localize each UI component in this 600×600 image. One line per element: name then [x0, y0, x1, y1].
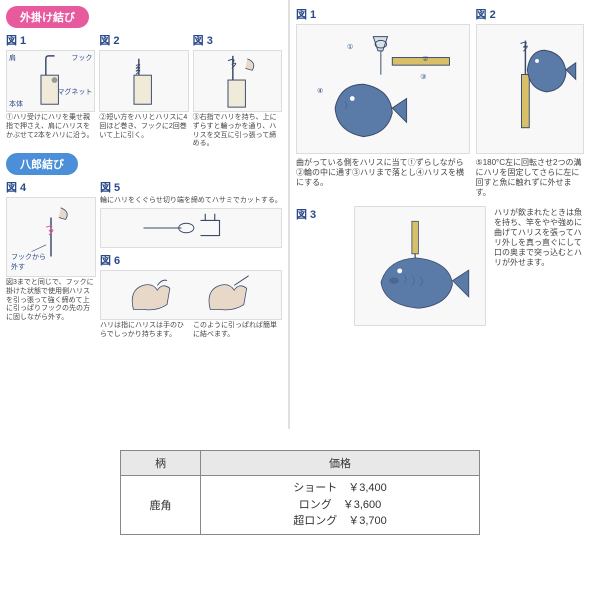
row-prices: ショート ￥3,400 ロング ￥3,600 超ロング ￥3,700 [201, 476, 480, 535]
price-table: 柄 価格 鹿角 ショート ￥3,400 ロング ￥3,600 超ロング ￥3,7… [120, 450, 480, 535]
rfig2-label: 図 2 [476, 6, 584, 22]
fig3-illustration [193, 50, 282, 112]
fig5-topcap: 輪にハリをくぐらせ切り端を締めてハサミでカットする。 [100, 197, 282, 206]
fig1-caption: ①ハリ受けにハリを乗せ親指で押さえ、肩にハリスをかぶせて2本をハリに沿う。 [6, 114, 95, 140]
rfig2-caption: ⑤180°C左に回転させ2つの溝にハリを固定してさらに左に回すと魚に触れずに外せ… [476, 158, 584, 198]
fig5-illustration [100, 208, 282, 248]
left-panel: 外掛け結び 図 1 肩 フック マグネット 本体 ①ハリ受けにハリを乗せ親指で押… [0, 0, 290, 429]
fig4-illustration: フックから外す [6, 197, 96, 277]
fig1-illustration: 肩 フック マグネット 本体 [6, 50, 95, 112]
fig6-cap2: このように引っぱれば簡単に結べます。 [193, 322, 282, 340]
rfig3-caption: ハリが飲まれたときは魚を持ち、竿をやや強めに曲げてハリスを張ってハリ外しを真っ直… [494, 208, 584, 268]
num3: ③ [420, 73, 426, 81]
annot-magnet: マグネット [57, 87, 92, 97]
rfig1-label: 図 1 [296, 6, 470, 22]
fig2-caption: ②短い方をハリとハリスに4回ほど巻き、フックに2回巻いて上に引く。 [99, 114, 188, 140]
row-label: 鹿角 [121, 476, 201, 535]
fig4-caption: 図3までと同じで、フックに掛けた状態で使用側ハリスを引っ張って強く締めて上に引っ… [6, 279, 96, 323]
section1-figs: 図 1 肩 フック マグネット 本体 ①ハリ受けにハリを乗せ親指で押さえ、肩にハ… [6, 32, 282, 149]
fig1-label: 図 1 [6, 32, 95, 48]
annot-shoulder: 肩 [9, 53, 16, 63]
price-long: ロング ￥3,600 [209, 497, 471, 514]
fig6-label: 図 6 [100, 252, 282, 268]
fig3-caption: ③右指でハリを持ち、上にずらすと輪っかを通り、ハリスを交互に引っ張って締める。 [193, 114, 282, 149]
th-handle: 柄 [121, 451, 201, 476]
fig5-label: 図 5 [100, 179, 282, 195]
section1-title: 外掛け結び [6, 6, 89, 28]
section2-figs: 図 4 フックから外す 図3までと同じで、フックに掛けた状態で使用側ハリスを引っ… [6, 179, 282, 339]
rfig2-illustration [476, 24, 584, 154]
fig2-illustration [99, 50, 188, 112]
num1: ① [347, 43, 353, 51]
rfig1-caption: 曲がっている側をハリスに当て①ずらしながら②輪の中に通す③ハリまで落とし④ハリス… [296, 158, 470, 188]
fig4-label: 図 4 [6, 179, 96, 195]
price-short: ショート ￥3,400 [209, 480, 471, 497]
num2: ② [422, 55, 428, 63]
annot-body: 本体 [9, 99, 23, 109]
fig6-illustration [100, 270, 282, 320]
th-price: 価格 [201, 451, 480, 476]
fig6-cap1: ハリは指にハリスは手のひらでしっかり持ちます。 [100, 322, 189, 340]
rfig3-label: 図 3 [296, 206, 346, 222]
num4: ④ [317, 87, 323, 95]
fig2-label: 図 2 [99, 32, 188, 48]
annot-hookoff: フックから外す [11, 252, 51, 272]
price-xlong: 超ロング ￥3,700 [209, 513, 471, 530]
rfig3-illustration [354, 206, 486, 326]
rfig1-illustration: ① ② ③ ④ [296, 24, 470, 154]
section2-title: 八郎結び [6, 153, 78, 175]
right-panel: 図 1 ① ② ③ ④ 曲がっている側をハリスに当て①ずらしながら②輪の中に通す… [290, 0, 590, 429]
fig3-label: 図 3 [193, 32, 282, 48]
annot-hook: フック [71, 53, 92, 63]
